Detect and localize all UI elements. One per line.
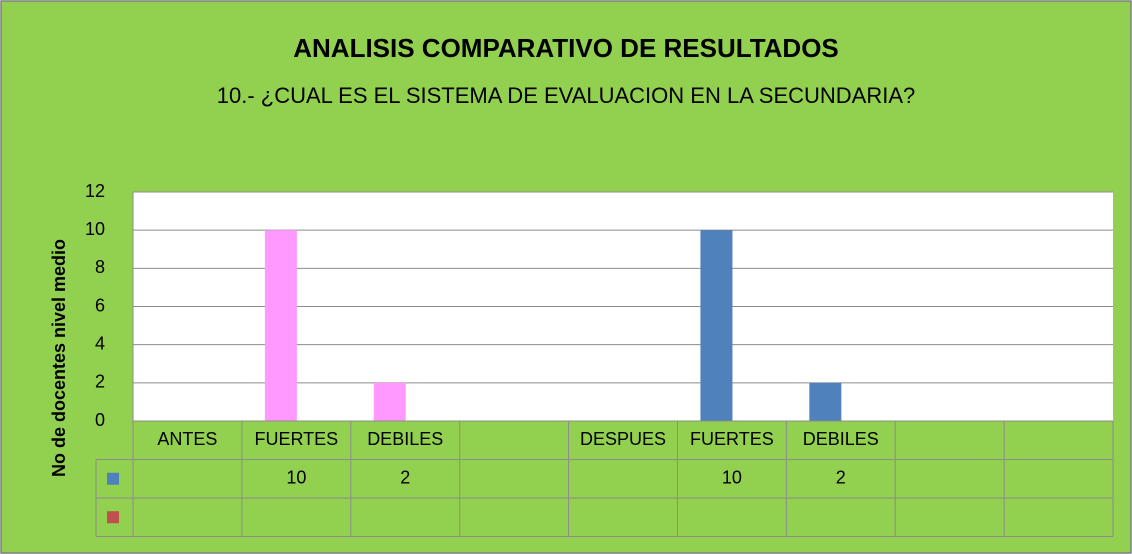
chart-title: ANALISIS COMPARATIVO DE RESULTADOS [293,33,839,63]
x-tick-label: DEBILES [803,429,879,449]
y-tick-label: 2 [95,372,105,392]
x-tick-label: DEBILES [367,429,443,449]
y-tick-label: 8 [95,257,105,277]
y-tick-label: 10 [85,219,105,239]
bar [373,382,406,421]
bar [700,230,733,421]
y-axis-label: No de docentes nivel medio [49,239,69,477]
y-tick-label: 4 [95,333,105,353]
x-tick-label: FUERTES [254,429,338,449]
table-value: 10 [722,468,742,488]
x-tick-label: DESPUES [580,429,666,449]
legend-key [107,472,119,485]
bar [264,230,297,421]
x-tick-label: ANTES [157,429,217,449]
legend-key [107,511,119,524]
y-tick-label: 0 [95,410,105,430]
table-value: 10 [286,468,306,488]
table-value: 2 [400,468,410,488]
chart-subtitle: 10.- ¿CUAL ES EL SISTEMA DE EVALUACION E… [217,83,916,108]
y-tick-label: 12 [85,181,105,201]
y-tick-label: 6 [95,295,105,315]
x-tick-label: FUERTES [690,429,774,449]
bar [809,382,842,421]
table-value: 2 [836,468,846,488]
